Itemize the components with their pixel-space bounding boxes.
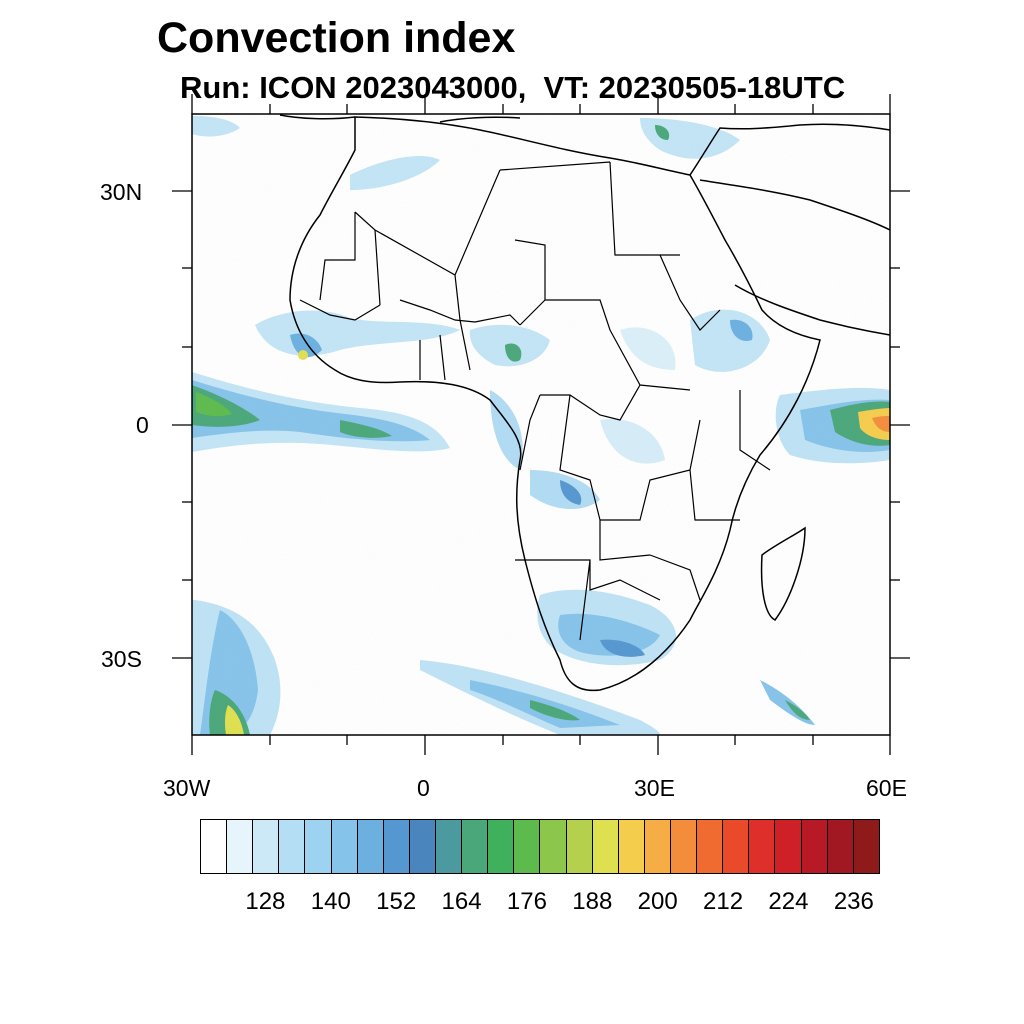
lat-label-0: 0 xyxy=(136,412,149,438)
colorbar-cell xyxy=(253,820,280,873)
colorbar-cell xyxy=(827,820,854,873)
colorbar-cell xyxy=(462,820,489,873)
colorbar-label: 128 xyxy=(245,888,286,915)
colorbar-cell xyxy=(357,820,384,873)
colorbar-label: 200 xyxy=(637,888,678,915)
colorbar-label: 212 xyxy=(703,888,744,915)
colorbar-cell xyxy=(670,820,698,873)
colorbar-cell xyxy=(488,820,515,873)
gulf-of-aden xyxy=(734,284,890,336)
colorbar-cell xyxy=(409,820,436,873)
colorbar-cell xyxy=(227,820,254,873)
colorbar-cell xyxy=(749,820,776,873)
colorbar-cell xyxy=(540,820,567,873)
colorbar-cell xyxy=(383,820,410,873)
colorbar-cell xyxy=(566,820,593,873)
chart-subtitle: Run: ICON 2023043000, VT: 20230505-18UTC xyxy=(180,70,846,105)
colorbar-label: 140 xyxy=(310,888,351,915)
colorbar-label: 176 xyxy=(506,888,547,915)
lat-label-30n: 30N xyxy=(100,179,143,205)
colorbar-cell xyxy=(618,820,645,873)
madagascar-coastline xyxy=(760,526,806,621)
colorbar-cell xyxy=(723,820,750,873)
noise-overlay xyxy=(192,114,890,735)
colorbar-cell xyxy=(697,820,724,873)
colorbar-label: 152 xyxy=(376,888,417,915)
coastline xyxy=(279,114,890,692)
africa-coastline xyxy=(289,116,821,692)
convection-field xyxy=(192,114,890,735)
axis-ticks xyxy=(172,94,910,755)
colorbar-label: 164 xyxy=(441,888,482,915)
country-borders xyxy=(299,161,771,641)
colorbar-cell xyxy=(305,820,332,873)
lat-label-30s: 30S xyxy=(101,646,142,672)
lon-label-30e: 30E xyxy=(634,775,675,801)
colorbar-cell xyxy=(435,820,463,873)
colorbar-cell xyxy=(644,820,671,873)
europe-coastline xyxy=(279,114,521,123)
colorbar xyxy=(200,819,880,874)
colorbar-cell xyxy=(514,820,541,873)
lon-label-0: 0 xyxy=(417,775,430,801)
colorbar-cell xyxy=(279,820,306,873)
colorbar-cell xyxy=(331,820,358,873)
colorbar-label: 188 xyxy=(572,888,613,915)
lon-label-60e: 60E xyxy=(866,775,907,801)
chart-title: Convection index xyxy=(157,14,516,62)
arabia-coastline xyxy=(689,123,890,231)
colorbar-cell xyxy=(801,820,828,873)
colorbar-cell xyxy=(592,820,619,873)
colorbar-cell xyxy=(775,820,802,873)
colorbar-label: 224 xyxy=(768,888,809,915)
colorbar-cell xyxy=(201,820,228,873)
colorbar-label: 236 xyxy=(833,888,874,915)
lon-label-30w: 30W xyxy=(163,775,211,801)
colorbar-cell xyxy=(853,820,879,873)
